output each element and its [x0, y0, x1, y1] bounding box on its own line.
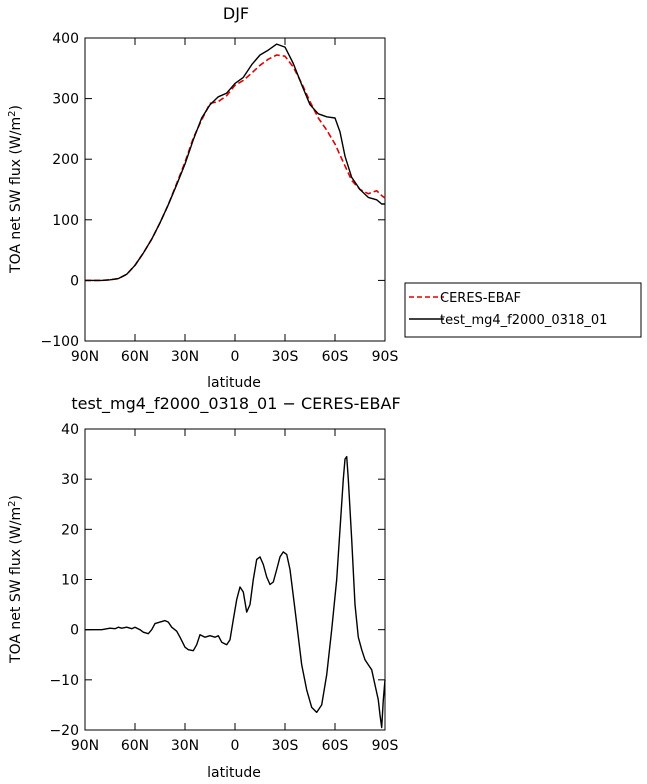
y-tick-labels: −100 0 100 200 300 400	[41, 31, 79, 350]
y-tick-label: −10	[49, 673, 79, 689]
x-axis-label: latitude	[207, 375, 261, 391]
y-tick-label: 100	[52, 213, 79, 229]
legend-label-ceres: CERES-EBAF	[440, 291, 521, 306]
y-axis-label: TOA net SW flux (W/m2)	[7, 495, 24, 664]
x-tick-label: 90S	[372, 738, 399, 754]
y-tick-label: 40	[61, 422, 79, 438]
series-line-0	[85, 455, 386, 729]
x-tick-label: 30N	[171, 349, 199, 365]
x-tick-label: 30S	[272, 738, 299, 754]
x-tick-label: 60N	[121, 349, 149, 365]
legend: CERES-EBAF test_mg4_f2000_0318_01	[404, 282, 642, 338]
x-tick-label: 30S	[272, 349, 299, 365]
x-tick-label: 0	[231, 349, 240, 365]
y-tick-label: 10	[61, 573, 79, 589]
x-tick-label: 90N	[71, 349, 99, 365]
x-tick-label: 30N	[171, 738, 199, 754]
y-tick-label: 400	[52, 31, 79, 47]
chart-title: DJF	[223, 4, 249, 23]
legend-box	[404, 282, 642, 338]
axis-ticks	[84, 37, 386, 342]
y-axis-label: TOA net SW flux (W/m2)	[7, 105, 24, 274]
y-tick-label: −100	[41, 334, 79, 350]
y-tick-label: 200	[52, 152, 79, 168]
x-tick-label: 60N	[121, 738, 149, 754]
y-tick-label: −20	[49, 723, 79, 739]
y-tick-label: 30	[61, 472, 79, 488]
x-tick-label: 0	[231, 738, 240, 754]
series-line-0	[85, 54, 386, 282]
legend-label-model: test_mg4_f2000_0318_01	[440, 313, 607, 328]
x-tick-label: 90S	[372, 349, 399, 365]
axis-ticks	[84, 428, 386, 731]
series-layer	[85, 43, 386, 282]
y-tick-label: 0	[70, 623, 79, 639]
y-tick-label: 0	[70, 273, 79, 289]
x-tick-label: 60S	[322, 738, 349, 754]
x-tick-label: 90N	[71, 738, 99, 754]
x-axis-label: latitude	[207, 765, 261, 781]
difference-panel: test_mg4_f2000_0318_01 − CERES-EBAF −20−…	[7, 394, 401, 781]
series-layer	[85, 455, 386, 729]
x-tick-label: 60S	[322, 349, 349, 365]
plot-frame	[84, 428, 386, 731]
chart-title: test_mg4_f2000_0318_01 − CERES-EBAF	[71, 394, 400, 414]
x-tick-labels: 90N 60N 30N 0 30S 60S 90S	[71, 349, 399, 365]
y-tick-label: 20	[61, 522, 79, 538]
y-tick-labels: −20 −10 0 10 20 30 40	[49, 422, 79, 739]
x-tick-labels: 90N 60N 30N 0 30S 60S 90S	[71, 738, 399, 754]
series-line-1	[85, 43, 385, 282]
y-tick-label: 300	[52, 92, 79, 108]
